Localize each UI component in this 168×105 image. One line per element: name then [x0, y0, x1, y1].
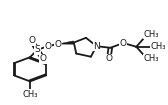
Text: O: O: [120, 39, 127, 48]
Text: CH₃: CH₃: [22, 90, 38, 99]
Text: O: O: [28, 36, 35, 45]
Text: S: S: [34, 45, 40, 54]
Text: CH₃: CH₃: [143, 30, 159, 39]
Text: N: N: [93, 42, 100, 51]
Text: CH₃: CH₃: [143, 54, 159, 63]
Text: O: O: [39, 54, 47, 63]
Text: O: O: [44, 42, 51, 51]
Polygon shape: [58, 41, 74, 44]
Text: O: O: [54, 40, 61, 49]
Text: CH₃: CH₃: [150, 42, 166, 51]
Text: O: O: [105, 54, 112, 63]
